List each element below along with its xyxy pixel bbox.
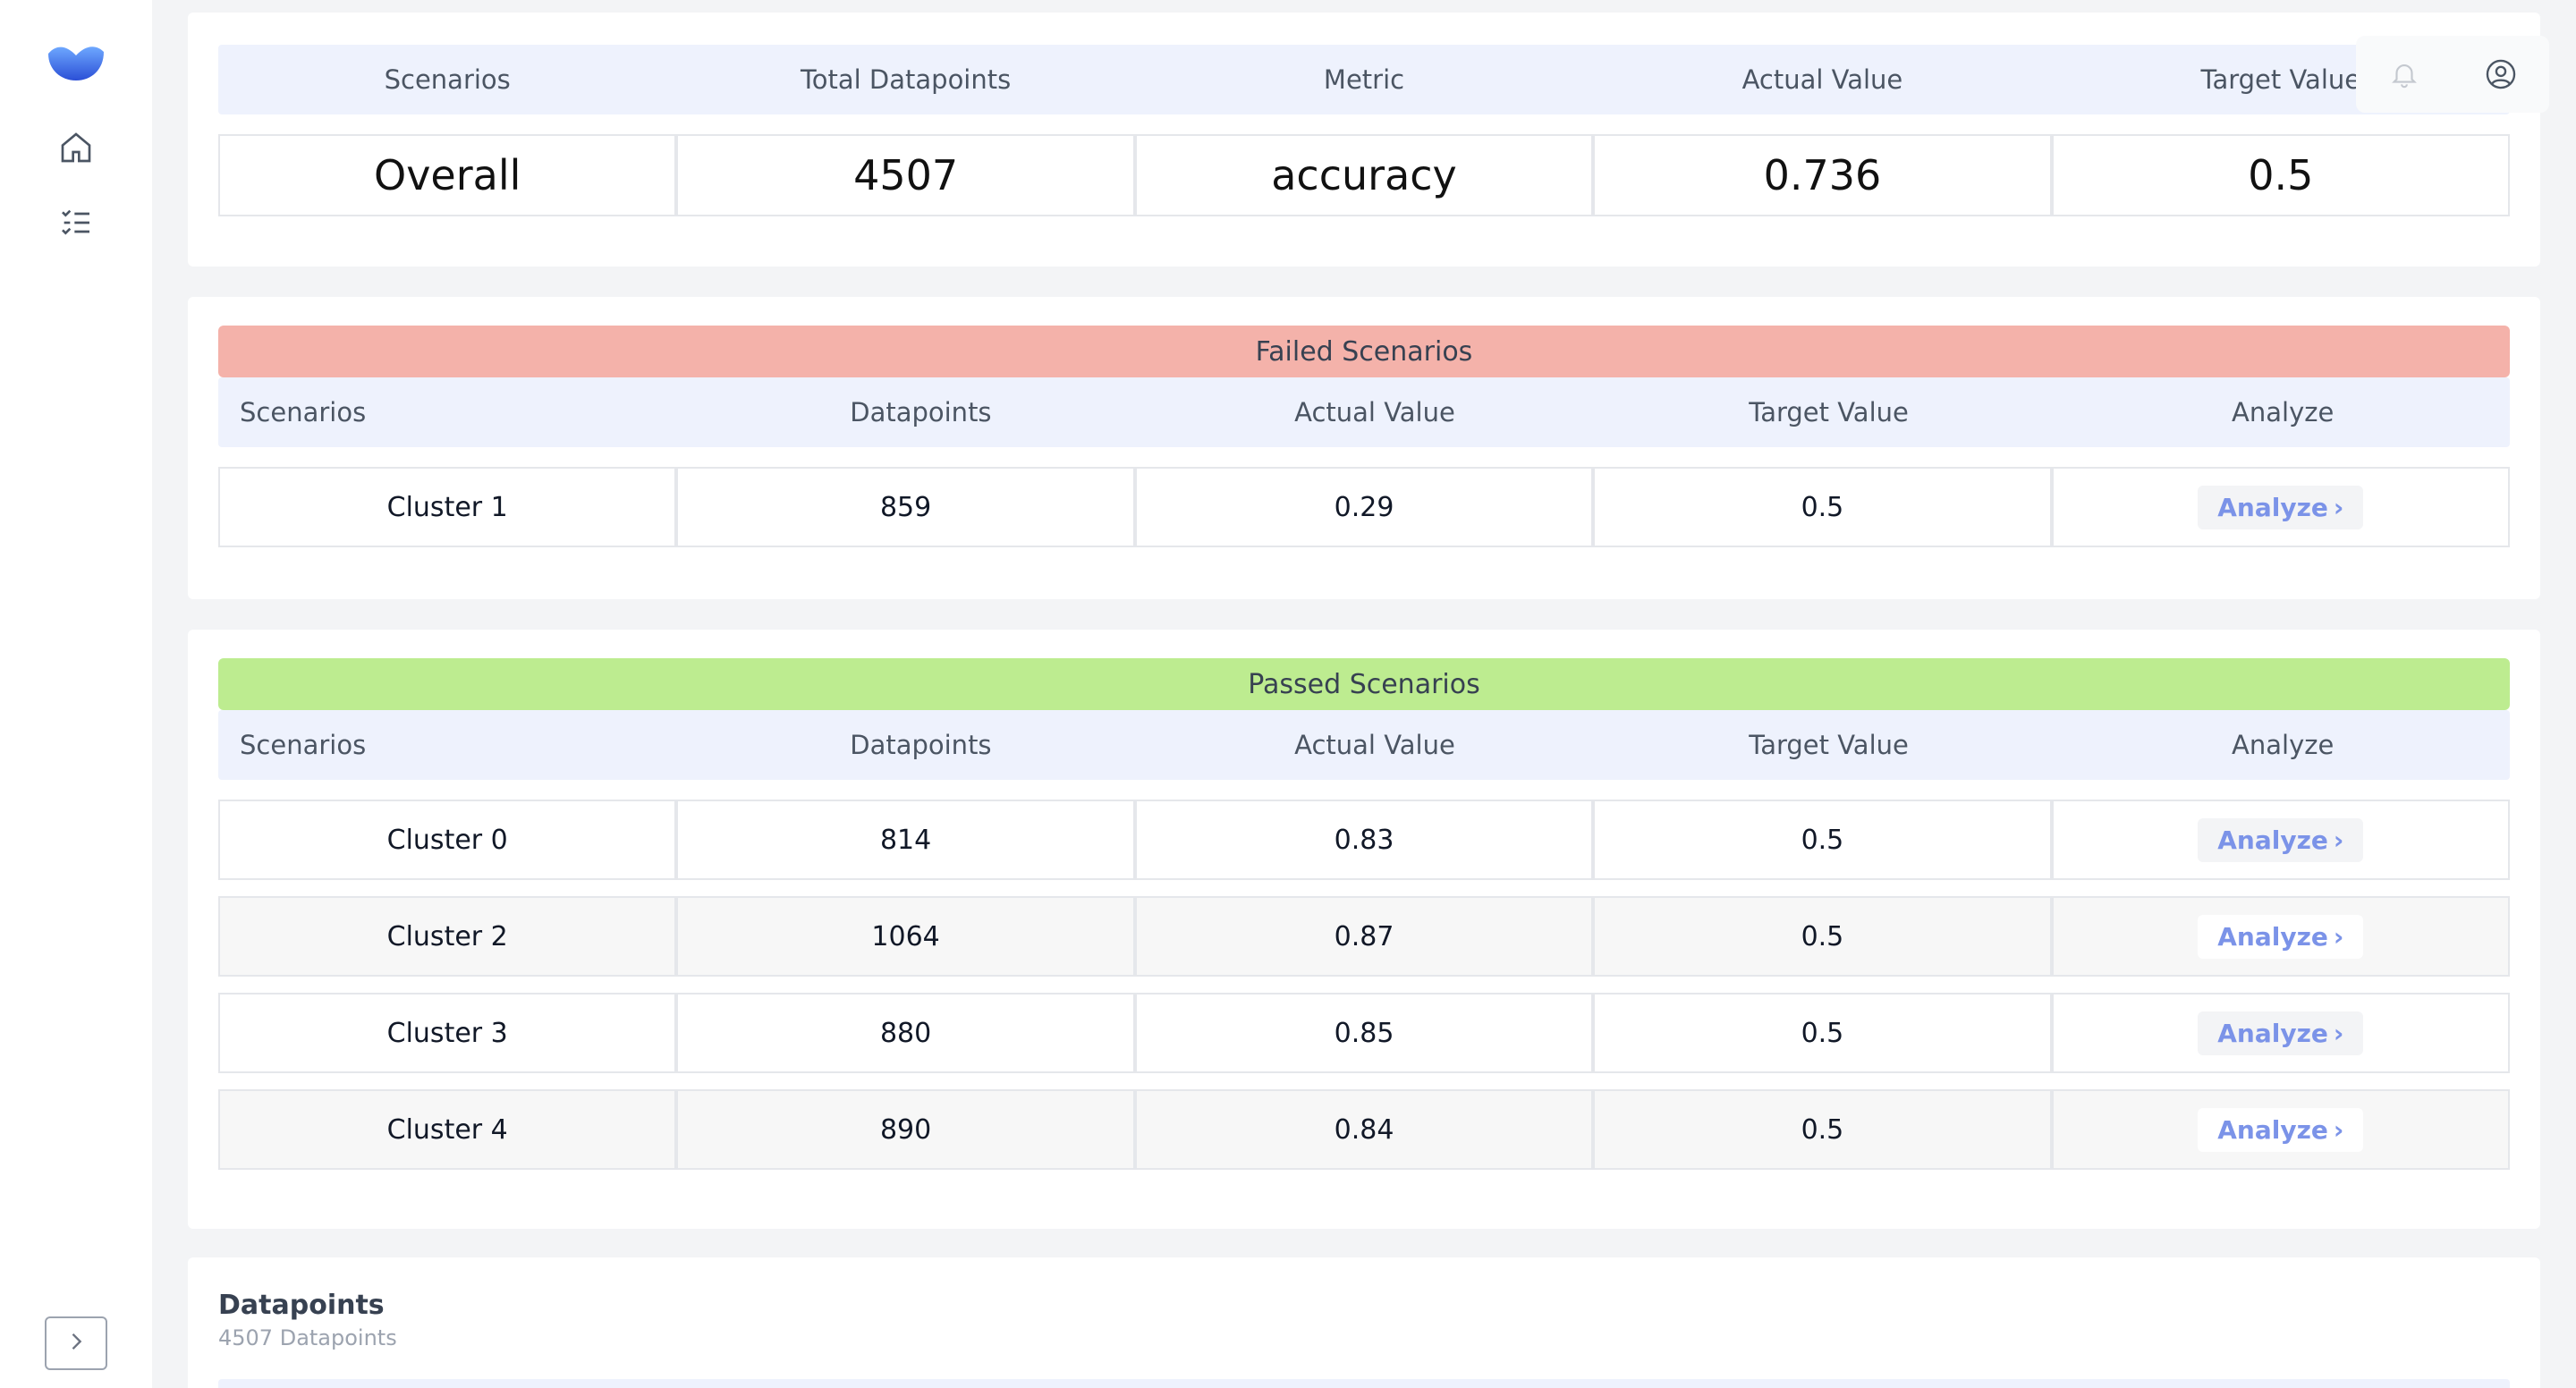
chevron-right-icon xyxy=(64,1329,89,1358)
datapoints-value: 1064 xyxy=(676,896,1135,977)
analyze-label: Analyze xyxy=(2217,1114,2328,1145)
analyze-button[interactable]: Analyze › xyxy=(2198,817,2364,862)
user-circle-icon[interactable] xyxy=(2479,52,2523,97)
table-row: Cluster 2 1064 0.87 0.5 Analyze › xyxy=(218,896,2511,977)
failed-header-row: Scenarios Datapoints Actual Value Target… xyxy=(218,377,2510,447)
header-cell: Actual Value xyxy=(1294,730,1455,760)
header-cell: Metric xyxy=(1323,64,1405,95)
chevron-right-icon: › xyxy=(2333,921,2344,952)
header-cell: Scenarios xyxy=(240,397,367,427)
header-cell: Target Value xyxy=(2200,64,2361,95)
analyze-cell: Analyze › xyxy=(2051,993,2511,1073)
header-cell: Datapoints xyxy=(850,397,992,427)
actual-value: 0.83 xyxy=(1134,800,1594,880)
failed-table: Failed Scenarios Scenarios Datapoints Ac… xyxy=(218,326,2511,547)
analyze-cell: Analyze › xyxy=(2051,896,2511,977)
actual-value: 0.29 xyxy=(1134,467,1594,547)
chevron-right-icon: › xyxy=(2333,1114,2344,1145)
actual-value: 0.87 xyxy=(1134,896,1594,977)
sidebar-expand-button[interactable] xyxy=(45,1316,107,1370)
summary-target-value: 0.5 xyxy=(2051,134,2511,216)
analyze-cell: Analyze › xyxy=(2051,467,2511,547)
analyze-label: Analyze xyxy=(2217,825,2328,855)
datapoints-title: Datapoints xyxy=(218,1290,385,1321)
home-icon[interactable] xyxy=(55,127,97,168)
summary-card: Scenarios Total Datapoints Metric Actual… xyxy=(188,13,2540,267)
target-value: 0.5 xyxy=(1593,800,2052,880)
scenario-name: Cluster 4 xyxy=(218,1089,677,1170)
summary-row: Overall 4507 accuracy 0.736 0.5 xyxy=(218,134,2511,216)
table-row: Cluster 0 814 0.83 0.5 Analyze › xyxy=(218,800,2511,880)
passed-header-row: Scenarios Datapoints Actual Value Target… xyxy=(218,710,2510,780)
table-row: Cluster 1 859 0.29 0.5 Analyze › xyxy=(218,467,2511,547)
header-cell: Actual Value xyxy=(1294,397,1455,427)
header-cell: Actual Value xyxy=(1741,64,1903,95)
checklist-icon[interactable] xyxy=(55,202,97,243)
datapoints-value: 859 xyxy=(676,467,1135,547)
bell-icon[interactable] xyxy=(2382,52,2427,97)
passed-scenarios-card: Passed Scenarios Scenarios Datapoints Ac… xyxy=(188,630,2540,1229)
header-cell: Target Value xyxy=(1749,397,1909,427)
summary-table: Scenarios Total Datapoints Metric Actual… xyxy=(218,45,2511,216)
analyze-button[interactable]: Analyze › xyxy=(2198,914,2364,959)
analyze-button[interactable]: Analyze › xyxy=(2198,1011,2364,1055)
chevron-right-icon: › xyxy=(2333,1018,2344,1048)
datapoints-table-header xyxy=(218,1379,2510,1388)
scenario-name: Cluster 1 xyxy=(218,467,677,547)
header-cell: Analyze xyxy=(2232,730,2334,760)
analyze-button[interactable]: Analyze › xyxy=(2198,1107,2364,1152)
analyze-cell: Analyze › xyxy=(2051,1089,2511,1170)
actual-value: 0.85 xyxy=(1134,993,1594,1073)
header-cell: Analyze xyxy=(2232,397,2334,427)
summary-header-row: Scenarios Total Datapoints Metric Actual… xyxy=(218,45,2510,114)
sidebar xyxy=(0,0,152,1388)
header-cell: Datapoints xyxy=(850,730,992,760)
target-value: 0.5 xyxy=(1593,467,2052,547)
header-actions xyxy=(2356,36,2549,113)
passed-table: Passed Scenarios Scenarios Datapoints Ac… xyxy=(218,658,2511,1170)
analyze-cell: Analyze › xyxy=(2051,800,2511,880)
actual-value: 0.84 xyxy=(1134,1089,1594,1170)
chevron-right-icon: › xyxy=(2333,492,2344,522)
chevron-right-icon: › xyxy=(2333,825,2344,855)
failed-scenarios-card: Failed Scenarios Scenarios Datapoints Ac… xyxy=(188,297,2540,599)
analyze-label: Analyze xyxy=(2217,492,2328,522)
target-value: 0.5 xyxy=(1593,896,2052,977)
header-cell: Scenarios xyxy=(384,64,511,95)
analyze-label: Analyze xyxy=(2217,1018,2328,1048)
table-row: Cluster 3 880 0.85 0.5 Analyze › xyxy=(218,993,2511,1073)
scenario-name: Cluster 2 xyxy=(218,896,677,977)
summary-actual-value: 0.736 xyxy=(1593,134,2052,216)
target-value: 0.5 xyxy=(1593,1089,2052,1170)
datapoints-value: 880 xyxy=(676,993,1135,1073)
summary-metric: accuracy xyxy=(1134,134,1594,216)
summary-scenario: Overall xyxy=(218,134,677,216)
analyze-button[interactable]: Analyze › xyxy=(2198,485,2364,529)
failed-banner: Failed Scenarios xyxy=(218,326,2510,377)
datapoints-count: 4507 Datapoints xyxy=(218,1325,397,1350)
summary-total-datapoints: 4507 xyxy=(676,134,1135,216)
header-cell: Total Datapoints xyxy=(800,64,1012,95)
logo-icon[interactable] xyxy=(45,38,107,84)
scenario-name: Cluster 3 xyxy=(218,993,677,1073)
header-cell: Scenarios xyxy=(240,730,367,760)
datapoints-card: Datapoints 4507 Datapoints xyxy=(188,1257,2540,1388)
passed-banner: Passed Scenarios xyxy=(218,658,2510,710)
analyze-label: Analyze xyxy=(2217,921,2328,952)
scenario-name: Cluster 0 xyxy=(218,800,677,880)
table-row: Cluster 4 890 0.84 0.5 Analyze › xyxy=(218,1089,2511,1170)
target-value: 0.5 xyxy=(1593,993,2052,1073)
header-cell: Target Value xyxy=(1749,730,1909,760)
datapoints-value: 814 xyxy=(676,800,1135,880)
datapoints-value: 890 xyxy=(676,1089,1135,1170)
